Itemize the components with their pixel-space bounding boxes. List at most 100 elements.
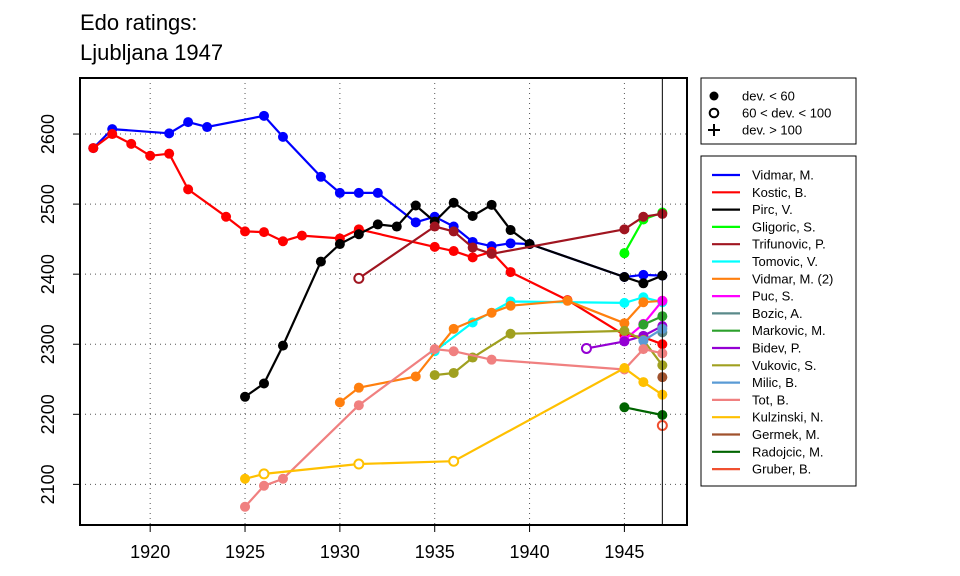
data-point	[429, 221, 440, 232]
marker-legend: dev. < 60 60 < dev. < 100 dev. > 100	[700, 77, 857, 145]
chart-title-line-2: Ljubljana 1947	[80, 40, 223, 65]
data-point	[240, 391, 251, 402]
series-legend-label: Kostic, B.	[752, 185, 807, 200]
data-point	[619, 336, 630, 347]
series-legend-label: Vidmar, M.	[752, 168, 814, 183]
series-6	[334, 295, 668, 408]
data-point	[505, 225, 516, 236]
marker-legend-box	[700, 77, 857, 145]
data-point	[638, 297, 649, 308]
data-point	[486, 199, 497, 210]
data-point	[410, 200, 421, 211]
data-point	[353, 187, 364, 198]
data-point	[183, 184, 194, 195]
data-point	[429, 241, 440, 252]
marker-legend-label: 60 < dev. < 100	[742, 106, 831, 121]
series-0	[88, 110, 668, 282]
data-point	[562, 295, 573, 306]
x-tick-label: 1920	[130, 542, 170, 562]
series-13	[240, 344, 668, 512]
marker-legend-label: dev. < 60	[742, 89, 795, 104]
data-point	[240, 226, 251, 237]
data-point	[486, 248, 497, 259]
data-point	[638, 269, 649, 280]
series-16	[619, 402, 668, 421]
series-line	[244, 348, 663, 508]
data-point	[240, 473, 251, 484]
data-point	[429, 370, 440, 381]
data-point	[296, 230, 307, 241]
data-point	[126, 138, 137, 149]
data-point	[277, 236, 288, 247]
data-point	[619, 271, 630, 282]
data-point	[202, 122, 213, 133]
data-point	[638, 335, 649, 346]
data-point	[334, 239, 345, 250]
marker-legend-label: dev. > 100	[742, 123, 802, 138]
data-point	[486, 307, 497, 318]
data-point	[410, 371, 421, 382]
data-point	[353, 229, 364, 240]
data-point	[353, 400, 364, 411]
plus-icon	[708, 124, 720, 136]
data-point	[448, 197, 459, 208]
data-point	[429, 344, 440, 355]
series-1	[88, 129, 668, 350]
series-legend-label: Puc, S.	[752, 289, 794, 304]
series-legend-label: Bidev, P.	[752, 341, 801, 356]
series-line	[92, 133, 663, 346]
data-point	[258, 110, 269, 121]
x-tick-label: 1940	[510, 542, 550, 562]
x-tick-label: 1925	[225, 542, 265, 562]
data-point	[164, 128, 175, 139]
data-point	[145, 150, 156, 161]
data-point	[353, 382, 364, 393]
series-legend-label: Vukovic, S.	[752, 358, 817, 373]
series-line	[244, 201, 663, 398]
data-point	[467, 242, 478, 253]
data-point	[277, 340, 288, 351]
data-point	[505, 267, 516, 278]
data-point	[448, 346, 459, 357]
y-tick-label: 2100	[38, 464, 58, 504]
data-point	[183, 117, 194, 128]
y-axis: 2100 2200 2300 2400 2500 2600	[38, 114, 80, 504]
data-point	[334, 397, 345, 408]
data-point	[240, 501, 251, 512]
data-point-open	[580, 342, 592, 354]
data-point	[88, 143, 99, 154]
series-legend-label: Trifunovic, P.	[752, 237, 826, 252]
data-point	[638, 211, 649, 222]
data-point	[221, 211, 232, 222]
data-point-open	[353, 458, 365, 470]
series-legend-box	[700, 155, 857, 487]
series-legend-label: Tot, B.	[752, 392, 789, 407]
data-point-open	[258, 468, 270, 480]
data-point	[258, 378, 269, 389]
data-point	[638, 344, 649, 355]
series-14	[240, 363, 668, 484]
chart-title-line-1: Edo ratings:	[80, 10, 197, 35]
series-legend-label: Kulzinski, N.	[752, 410, 824, 425]
y-tick-label: 2300	[38, 324, 58, 364]
series-legend-label: Germek, M.	[752, 427, 820, 442]
plot-frame	[79, 77, 688, 526]
series-line	[624, 406, 663, 417]
data-point	[638, 278, 649, 289]
data-point	[619, 325, 630, 336]
series-12	[638, 323, 668, 346]
data-point	[258, 227, 269, 238]
series-legend: Vidmar, M. Kostic, B. Pirc, V. Gligoric, S.…	[700, 155, 857, 487]
y-tick-label: 2600	[38, 114, 58, 154]
data-point	[448, 246, 459, 257]
data-point	[505, 300, 516, 311]
data-point-open	[448, 455, 460, 467]
filled-circle-icon	[709, 91, 719, 101]
series-legend-label: Gligoric, S.	[752, 219, 816, 234]
data-point	[638, 377, 649, 388]
series-layer	[88, 110, 668, 512]
x-tick-label: 1935	[415, 542, 455, 562]
series-legend-label: Tomovic, V.	[752, 254, 818, 269]
data-point	[258, 480, 269, 491]
